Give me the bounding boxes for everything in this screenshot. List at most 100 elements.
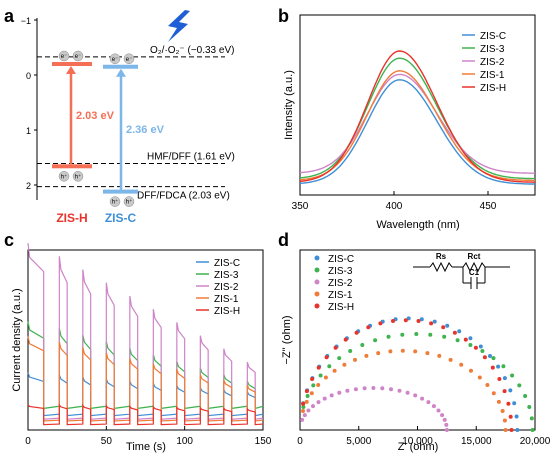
circuit-label-rct: Rct bbox=[468, 252, 481, 261]
panel-c-frame bbox=[27, 249, 264, 431]
legend-label: ZIS-C bbox=[214, 258, 240, 269]
impedance-point bbox=[530, 428, 535, 432]
impedance-point bbox=[414, 332, 419, 336]
legend-label: ZIS-1 bbox=[328, 290, 353, 301]
impedance-point bbox=[457, 329, 462, 334]
impedance-point bbox=[302, 413, 307, 418]
panel-c-tick-label: 50 bbox=[101, 436, 113, 447]
impedance-point bbox=[500, 409, 505, 413]
hole-icon bbox=[109, 196, 121, 207]
conduction-band bbox=[103, 64, 138, 69]
panel-d-ylabel: −Z'' (ohm) bbox=[281, 315, 293, 364]
redox-level-label: HMF/DFF (1.61 eV) bbox=[147, 152, 235, 163]
impedance-point bbox=[485, 383, 490, 387]
impedance-point bbox=[527, 405, 532, 409]
pl-series-line bbox=[299, 70, 536, 182]
impedance-point bbox=[441, 325, 446, 330]
lightning-icon bbox=[168, 10, 190, 42]
legend-marker bbox=[314, 291, 320, 297]
redox-level-label: O₂/·O₂⁻ (−0.33 eV) bbox=[150, 45, 234, 56]
resistor-rs bbox=[429, 261, 453, 273]
electron-icon bbox=[72, 50, 84, 62]
panel-d: −Z'' (ohm) Z' (ohm) 0 5,000 10,000 15,000 20… bbox=[281, 249, 550, 453]
impedance-point bbox=[514, 414, 519, 419]
circuit-label-c1: C1 bbox=[469, 268, 480, 277]
impedance-point bbox=[413, 393, 418, 398]
impedance-point bbox=[452, 330, 457, 335]
impedance-point bbox=[455, 338, 460, 343]
electron-icon bbox=[58, 50, 70, 62]
impedance-point bbox=[448, 357, 453, 362]
equivalent-circuit bbox=[413, 261, 510, 289]
impedance-point bbox=[388, 349, 393, 354]
impedance-point bbox=[442, 334, 447, 339]
impedance-point bbox=[444, 422, 449, 427]
impedance-point bbox=[419, 317, 424, 322]
panel-b-xlabel: Wavelength (nm) bbox=[376, 219, 459, 231]
photocurrent-series-line bbox=[27, 403, 264, 426]
impedance-point bbox=[329, 393, 334, 398]
legend-marker bbox=[314, 279, 320, 285]
legend-label: ZIS-1 bbox=[480, 70, 505, 81]
impedance-point bbox=[376, 351, 381, 356]
impedance-point bbox=[491, 356, 496, 361]
impedance-point bbox=[491, 391, 496, 396]
impedance-point bbox=[311, 383, 316, 388]
impedance-point bbox=[517, 383, 522, 388]
hole-label: h⁺ bbox=[126, 199, 133, 206]
panel-label-b: b bbox=[278, 6, 289, 26]
impedance-point bbox=[496, 364, 501, 369]
impedance-point bbox=[512, 401, 517, 406]
impedance-point bbox=[310, 377, 315, 381]
impedance-point bbox=[397, 388, 402, 393]
hole-icon bbox=[72, 171, 84, 182]
hole-label: h⁺ bbox=[75, 173, 82, 180]
panel-d-xlabel: Z' (ohm) bbox=[398, 441, 439, 453]
impedance-point bbox=[502, 376, 507, 381]
electron-label: e⁻ bbox=[112, 57, 119, 63]
band-gap-label: 2.36 eV bbox=[126, 124, 165, 136]
legend-marker bbox=[314, 255, 320, 261]
impedance-point bbox=[366, 325, 371, 330]
impedance-point bbox=[386, 334, 391, 339]
pl-series-line bbox=[299, 57, 535, 180]
electron-icon bbox=[123, 53, 135, 64]
arrow-head bbox=[116, 68, 126, 77]
impedance-point bbox=[497, 377, 502, 381]
impedance-point bbox=[309, 391, 314, 396]
impedance-point bbox=[306, 408, 311, 413]
impedance-point bbox=[337, 390, 342, 395]
impedance-point bbox=[327, 364, 332, 369]
legend-label: ZIS-H bbox=[328, 302, 354, 313]
impedance-point bbox=[440, 413, 445, 418]
impedance-point bbox=[506, 401, 511, 406]
impedance-point bbox=[436, 408, 441, 413]
impedance-point bbox=[420, 396, 425, 401]
impedance-point bbox=[509, 428, 514, 432]
impedance-point bbox=[510, 373, 515, 378]
impedance-point bbox=[442, 417, 447, 422]
impedance-point bbox=[300, 417, 305, 422]
impedance-point bbox=[445, 323, 450, 328]
photocurrent-series-line bbox=[27, 336, 264, 422]
panel-label-a: a bbox=[4, 6, 15, 26]
impedance-point bbox=[400, 332, 405, 337]
panel-b: Intensity (a.u.) Wavelength (nm) 350 400 4… bbox=[283, 14, 536, 231]
impedance-point bbox=[432, 319, 437, 324]
impedance-point bbox=[403, 318, 408, 323]
redox-level-label: DFF/FDCA (2.03 eV) bbox=[137, 191, 230, 202]
band-sample-label: ZIS-H bbox=[56, 211, 87, 225]
impedance-point bbox=[353, 387, 358, 392]
impedance-point bbox=[515, 428, 520, 432]
panel-d-tick-label: 10,000 bbox=[402, 436, 433, 447]
impedance-point bbox=[342, 362, 347, 367]
panel-a-tick-label: 2 bbox=[26, 181, 31, 191]
impedance-point bbox=[425, 351, 430, 356]
impedance-point bbox=[406, 316, 411, 321]
impedance-point bbox=[523, 394, 528, 398]
impedance-point bbox=[400, 348, 405, 353]
impedance-point bbox=[389, 387, 393, 392]
impedance-point bbox=[508, 388, 513, 393]
impedance-point bbox=[311, 404, 315, 409]
panel-d-tick-label: 15,000 bbox=[461, 436, 492, 447]
